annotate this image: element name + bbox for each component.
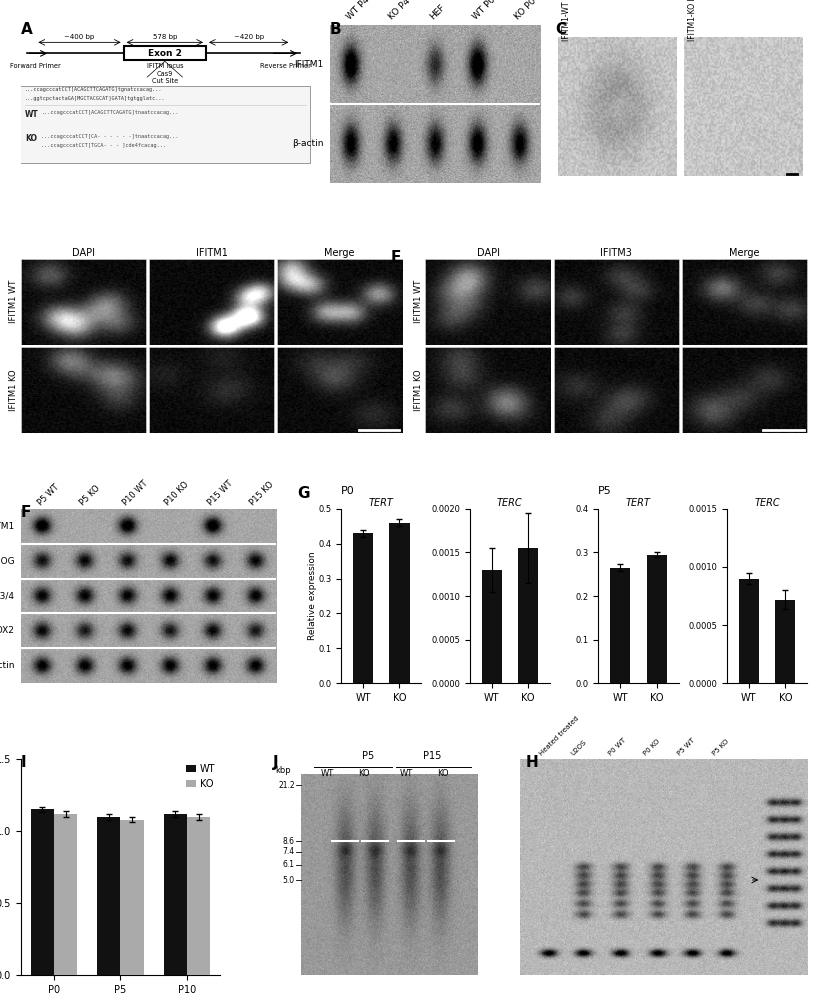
Text: P15: P15 — [423, 751, 442, 761]
FancyBboxPatch shape — [123, 46, 206, 60]
Y-axis label: Relative expression: Relative expression — [308, 552, 316, 640]
Title: TERC: TERC — [753, 498, 779, 508]
Text: IFITM1-WT P5: IFITM1-WT P5 — [562, 0, 571, 41]
Text: B: B — [330, 22, 342, 37]
Text: ...ccagcccatCCT[TGCA- - - ]cde4fcacag...: ...ccagcccatCCT[TGCA- - - ]cde4fcacag... — [41, 143, 166, 148]
Text: P5 WT: P5 WT — [676, 737, 696, 757]
Text: 578 bp: 578 bp — [152, 34, 177, 40]
Text: NANOG: NANOG — [0, 557, 14, 566]
Legend: WT, KO: WT, KO — [186, 764, 215, 789]
Text: KO: KO — [437, 769, 448, 778]
Text: 5.0: 5.0 — [282, 876, 294, 885]
Bar — [481, 570, 501, 683]
Bar — [738, 579, 758, 683]
Text: P5: P5 — [598, 486, 611, 496]
Text: kbp: kbp — [275, 766, 290, 775]
Text: KO: KO — [25, 134, 37, 143]
Text: SOX2: SOX2 — [0, 626, 14, 635]
Text: KO P0: KO P0 — [512, 0, 537, 21]
Text: KO P4: KO P4 — [386, 0, 411, 21]
Text: WT: WT — [320, 769, 333, 778]
Text: F: F — [21, 505, 31, 520]
Text: Heated treated: Heated treated — [538, 715, 580, 757]
Text: Forward Primer: Forward Primer — [10, 63, 60, 69]
Text: P10 WT: P10 WT — [121, 478, 149, 507]
Text: ~420 bp: ~420 bp — [233, 34, 263, 40]
Bar — [164, 814, 187, 975]
Text: Cas9
Cut Site: Cas9 Cut Site — [151, 71, 178, 84]
Text: P5 KO: P5 KO — [710, 738, 729, 757]
Text: 21.2: 21.2 — [278, 781, 294, 790]
Title: TERC: TERC — [496, 498, 522, 508]
Y-axis label: IFITM1 WT: IFITM1 WT — [414, 280, 422, 323]
Text: P0 KO: P0 KO — [642, 738, 660, 757]
Text: 7.4: 7.4 — [282, 847, 294, 856]
Text: H: H — [525, 755, 538, 770]
Text: Exon 2: Exon 2 — [148, 49, 182, 58]
Text: WT P0: WT P0 — [470, 0, 496, 21]
Bar — [187, 817, 210, 975]
Text: C: C — [555, 22, 566, 37]
Title: Merge: Merge — [729, 248, 759, 258]
Text: P15 WT: P15 WT — [206, 478, 234, 507]
Bar — [31, 809, 54, 975]
Text: IFITM1-KO P5: IFITM1-KO P5 — [687, 0, 696, 41]
Y-axis label: IFITM1 WT: IFITM1 WT — [9, 280, 18, 323]
Text: IFITM locus: IFITM locus — [146, 63, 183, 69]
Text: P5 KO: P5 KO — [78, 483, 102, 507]
Text: β-actin: β-actin — [292, 139, 323, 148]
Text: WT: WT — [25, 110, 39, 119]
Text: P10 KO: P10 KO — [163, 480, 190, 507]
Bar — [54, 814, 77, 975]
Text: P0 WT: P0 WT — [607, 737, 627, 757]
Text: IFITM1: IFITM1 — [0, 522, 14, 531]
Bar — [609, 568, 629, 683]
Text: P5: P5 — [361, 751, 374, 761]
Y-axis label: IFITM1 KO: IFITM1 KO — [414, 369, 422, 411]
Text: P5 WT: P5 WT — [36, 482, 60, 507]
FancyBboxPatch shape — [19, 86, 310, 163]
Text: OCT3/4: OCT3/4 — [0, 592, 14, 601]
Text: P0: P0 — [341, 486, 354, 496]
Text: ~400 bp: ~400 bp — [65, 34, 94, 40]
Bar — [120, 820, 144, 975]
Text: 6.1: 6.1 — [282, 860, 294, 869]
Text: WT: WT — [399, 769, 413, 778]
Text: ...ccagcccatCCT[ACAGCTTCAGATG]tgnatccacag...: ...ccagcccatCCT[ACAGCTTCAGATG]tgnatccaca… — [25, 87, 162, 92]
Text: P15 KO: P15 KO — [248, 480, 275, 507]
Text: G: G — [296, 486, 309, 501]
Title: Merge: Merge — [324, 248, 355, 258]
Text: WT P4: WT P4 — [344, 0, 370, 21]
Y-axis label: IFITM1 KO: IFITM1 KO — [9, 369, 18, 411]
Bar — [352, 533, 372, 683]
Title: IFITM1: IFITM1 — [195, 248, 227, 258]
Text: I: I — [21, 755, 26, 770]
Bar — [518, 548, 538, 683]
Text: E: E — [390, 250, 400, 265]
Title: IFITM3: IFITM3 — [600, 248, 632, 258]
Bar — [774, 600, 795, 683]
Bar — [646, 555, 666, 683]
Bar — [389, 523, 409, 683]
Text: KO: KO — [357, 769, 369, 778]
Text: Reverse Primer: Reverse Primer — [260, 63, 310, 69]
Title: TERT: TERT — [625, 498, 650, 508]
Text: ...ccagcccatCCT[CA- - - - - -]tnaatccacag...: ...ccagcccatCCT[CA- - - - - -]tnaatccaca… — [41, 134, 179, 139]
Text: β-actin: β-actin — [0, 661, 14, 670]
Text: 8.6: 8.6 — [282, 837, 294, 846]
Title: DAPI: DAPI — [476, 248, 500, 258]
Text: ...ccagcccatCCT[ACAGCTTCAGATG]tnaatccacag...: ...ccagcccatCCT[ACAGCTTCAGATG]tnaatccaca… — [41, 110, 179, 115]
Text: J: J — [273, 755, 279, 770]
Title: TERT: TERT — [368, 498, 393, 508]
Title: DAPI: DAPI — [72, 248, 95, 258]
Text: HEF: HEF — [428, 2, 447, 21]
Text: A: A — [21, 22, 32, 37]
Text: ...ggtcpctactaGA[MGCTACGCAT]GATA]tgtgglatc...: ...ggtcpctactaGA[MGCTACGCAT]GATA]tgtggla… — [25, 96, 165, 101]
Bar — [97, 817, 120, 975]
Text: U2OS: U2OS — [570, 739, 587, 757]
Text: IFITM1: IFITM1 — [294, 60, 323, 69]
